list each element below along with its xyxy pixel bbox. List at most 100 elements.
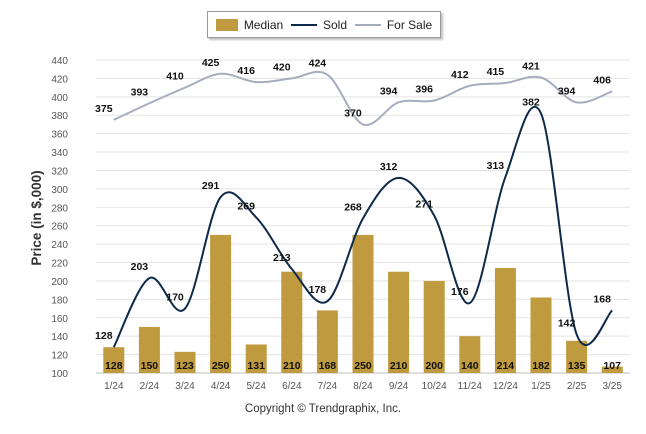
label-sold-1/25: 382 <box>522 96 540 108</box>
y-tick-320: 320 <box>51 166 68 177</box>
y-tick-180: 180 <box>51 295 68 306</box>
legend-label-for-sale: For Sale <box>386 17 433 32</box>
label-for-sale-4/24: 425 <box>202 57 220 69</box>
y-tick-160: 160 <box>51 314 68 325</box>
x-tick-1/24: 1/24 <box>104 381 124 392</box>
label-for-sale-2/25: 394 <box>558 85 576 97</box>
label-sold-1/24: 128 <box>95 330 113 342</box>
y-tick-360: 360 <box>51 130 68 141</box>
x-tick-7/24: 7/24 <box>318 381 338 392</box>
label-for-sale-12/24: 415 <box>487 66 505 78</box>
label-sold-3/25: 168 <box>593 293 611 305</box>
label-median-4/24: 250 <box>212 360 230 372</box>
y-tick-120: 120 <box>51 351 68 362</box>
x-axis-ticks: 1/24 2/24 3/24 4/24 5/24 6/24 7/24 8/24 9/24 10/2… <box>104 381 622 392</box>
label-median-7/24: 168 <box>319 360 337 372</box>
label-median-5/24: 131 <box>247 360 265 372</box>
legend-item-sold[interactable]: Sold <box>290 17 348 32</box>
bar-median-7/24 <box>316 310 338 373</box>
x-tick-12/24: 12/24 <box>493 381 518 392</box>
copyright-text: Copyright © Trendgraphix, Inc. <box>244 403 402 415</box>
x-tick-5/24: 5/24 <box>246 381 266 392</box>
label-median-8/24: 250 <box>354 360 372 372</box>
y-tick-340: 340 <box>51 148 68 159</box>
y-tick-420: 420 <box>51 74 68 85</box>
label-sold-9/24: 312 <box>380 161 398 173</box>
label-median-10/24: 200 <box>425 360 443 372</box>
label-for-sale-3/25: 406 <box>593 74 611 86</box>
x-tick-3/24: 3/24 <box>175 381 195 392</box>
x-tick-8/24: 8/24 <box>353 381 373 392</box>
label-sold-2/24: 203 <box>131 261 149 273</box>
label-for-sale-7/24: 424 <box>309 58 327 70</box>
bar-median-10/24 <box>423 280 445 373</box>
y-tick-100: 100 <box>51 369 68 380</box>
line-for-sale <box>113 70 613 126</box>
label-for-sale-2/24: 393 <box>131 86 149 98</box>
line-sold <box>112 105 613 348</box>
label-for-sale-3/24: 410 <box>166 71 184 83</box>
x-tick-1/25: 1/25 <box>531 381 551 392</box>
y-tick-220: 220 <box>51 259 68 270</box>
bar-median-11/24 <box>459 336 481 373</box>
label-median-3/25: 107 <box>603 360 621 372</box>
legend-item-for-sale[interactable]: For Sale <box>354 17 433 32</box>
label-sold-7/24: 178 <box>309 284 327 296</box>
bar-median-6/24 <box>281 271 303 373</box>
x-tick-6/24: 6/24 <box>282 381 302 392</box>
label-sold-3/24: 170 <box>166 292 184 304</box>
label-median-2/25: 135 <box>568 360 586 372</box>
legend-swatch-sold <box>290 23 317 26</box>
bar-median-2/25 <box>566 340 588 373</box>
label-median-6/24: 210 <box>283 360 301 372</box>
label-sold-10/24: 271 <box>415 199 433 211</box>
bar-median-4/24 <box>210 234 232 373</box>
y-tick-200: 200 <box>51 277 68 288</box>
bar-median-9/24 <box>388 271 410 373</box>
label-for-sale-10/24: 396 <box>415 84 433 96</box>
label-for-sale-5/24: 416 <box>237 65 255 77</box>
legend-swatch-for-sale <box>354 23 381 26</box>
bar-median-8/24 <box>352 234 374 373</box>
series-lines <box>112 70 613 348</box>
legend-swatch-median <box>215 18 238 31</box>
y-tick-240: 240 <box>51 240 68 251</box>
label-for-sale-1/24: 375 <box>95 103 113 115</box>
label-median-12/24: 214 <box>497 360 515 372</box>
label-for-sale-1/25: 421 <box>522 60 540 72</box>
bar-median-12/24 <box>494 268 516 373</box>
bar-median-1/25 <box>530 297 552 373</box>
bar-median-3/25 <box>601 366 623 373</box>
label-median-1/24: 128 <box>105 360 123 372</box>
x-tick-4/24: 4/24 <box>211 381 231 392</box>
gridlines <box>96 59 630 374</box>
label-sold-5/24: 269 <box>237 200 255 212</box>
y-axis-ticks: 100 120 140 160 180 200 220 240 260 280 300 320 340 3… <box>51 56 68 380</box>
x-tick-2/24: 2/24 <box>140 381 160 392</box>
label-sold-12/24: 313 <box>487 160 505 172</box>
y-tick-400: 400 <box>51 93 68 104</box>
y-tick-300: 300 <box>51 185 68 196</box>
y-axis-title: Price (in $,000) <box>29 170 44 265</box>
legend-label-sold: Sold <box>322 17 348 32</box>
label-for-sale-11/24: 412 <box>451 69 469 81</box>
label-for-sale-8/24: 370 <box>344 107 362 119</box>
label-median-11/24: 140 <box>461 360 479 372</box>
x-tick-10/24: 10/24 <box>422 381 447 392</box>
x-tick-11/24: 11/24 <box>458 381 483 392</box>
bar-median-5/24 <box>245 344 267 373</box>
label-sold-6/24: 213 <box>273 252 291 264</box>
label-median-1/25: 182 <box>532 360 550 372</box>
bar-median-2/24 <box>138 326 160 373</box>
y-tick-440: 440 <box>51 56 68 67</box>
median-bars <box>103 234 623 373</box>
label-sold-4/24: 291 <box>202 180 220 192</box>
x-tick-9/24: 9/24 <box>389 381 409 392</box>
label-median-2/24: 150 <box>141 360 159 372</box>
label-for-sale-9/24: 394 <box>380 85 398 97</box>
legend: Median Sold For Sale <box>207 11 441 38</box>
label-for-sale-6/24: 420 <box>273 61 291 73</box>
label-sold-2/25: 142 <box>558 317 576 329</box>
legend-item-median[interactable]: Median <box>215 18 283 32</box>
